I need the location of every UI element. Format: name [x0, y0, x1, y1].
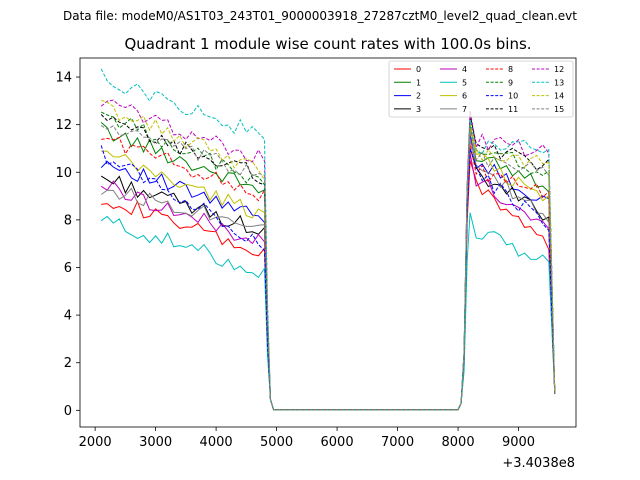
legend-label-3: 3: [416, 105, 421, 114]
series-line-1: [100, 122, 556, 411]
series-line-15: [100, 125, 556, 411]
axes-frame: [79, 57, 577, 428]
y-tick-label: 14: [55, 71, 72, 86]
legend-label-11: 11: [508, 105, 518, 114]
y-tick-label: 6: [64, 261, 72, 276]
series-line-7: [100, 138, 556, 411]
legend-label-10: 10: [508, 92, 518, 101]
series-line-8: [101, 136, 556, 411]
legend-label-12: 12: [554, 65, 564, 74]
x-tick-label: 3000: [139, 435, 172, 450]
y-tick-label: 8: [64, 213, 72, 228]
y-tick-label: 2: [64, 356, 72, 371]
chart-title: Quadrant 1 module wise count rates with …: [124, 35, 531, 53]
legend-label-5: 5: [462, 78, 467, 87]
legend-label-15: 15: [554, 105, 564, 114]
x-tick-label: 4000: [200, 435, 233, 450]
series-line-6: [101, 129, 556, 411]
x-tick-label: 9000: [502, 435, 535, 450]
series-line-11: [100, 114, 556, 411]
legend-label-8: 8: [508, 65, 513, 74]
series-line-9: [100, 111, 556, 411]
y-tick-label: 0: [64, 404, 72, 419]
series-line-13: [100, 68, 556, 411]
series-line-2: [100, 134, 556, 411]
series-line-0: [101, 160, 556, 411]
x-tick-label: 2000: [79, 435, 112, 450]
legend-label-4: 4: [462, 65, 467, 74]
legend-label-14: 14: [554, 92, 564, 101]
series-line-3: [100, 148, 556, 411]
legend-box: [388, 60, 574, 118]
legend-label-13: 13: [554, 78, 564, 87]
series-line-14: [101, 99, 556, 411]
x-tick-label: 7000: [381, 435, 414, 450]
x-axis-offset-label: +3.4038e8: [502, 456, 575, 471]
legend-label-2: 2: [416, 92, 421, 101]
legend-label-9: 9: [508, 78, 513, 87]
legend-label-1: 1: [416, 78, 421, 87]
x-tick-label: 5000: [260, 435, 293, 450]
legend-label-7: 7: [462, 105, 467, 114]
series-line-10: [100, 145, 556, 411]
plot-area: 2000 3000 4000 5000 6000 7000 8000 900002468101…: [55, 57, 577, 450]
series-line-4: [100, 153, 556, 411]
figure-suptitle: Data file: modeM0/AS1T03_243T01_90000039…: [63, 9, 577, 23]
series-line-12: [100, 99, 556, 411]
legend-label-6: 6: [462, 92, 467, 101]
y-tick-label: 4: [64, 309, 72, 324]
legend-label-0: 0: [416, 65, 421, 74]
y-tick-label: 10: [55, 166, 72, 181]
x-tick-label: 8000: [442, 435, 475, 450]
series-line-5: [100, 212, 556, 411]
y-tick-label: 12: [55, 118, 72, 133]
x-tick-label: 6000: [321, 435, 354, 450]
